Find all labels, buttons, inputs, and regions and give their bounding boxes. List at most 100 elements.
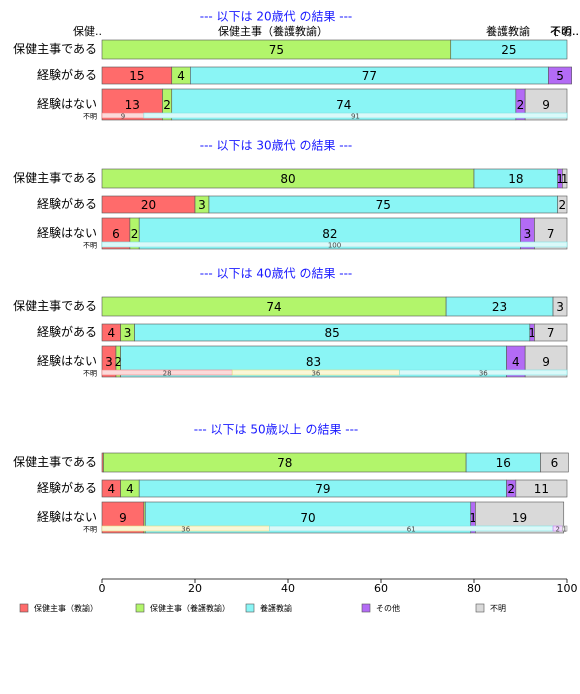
data-label: 7 <box>547 326 555 340</box>
data-label: 4 <box>107 482 115 496</box>
x-tick-label: 100 <box>557 582 578 595</box>
data-label: 19 <box>512 511 527 525</box>
data-label: 9 <box>542 98 550 112</box>
legend-label: 養護教諭 <box>260 603 292 613</box>
data-label: 11 <box>534 482 549 496</box>
data-label: 83 <box>306 355 321 369</box>
legend-swatch <box>135 603 145 613</box>
bar-segment <box>548 66 572 85</box>
dist-value-label: 36 <box>311 370 320 378</box>
row-label: 経験はない <box>37 96 97 111</box>
bar-segment <box>557 195 568 214</box>
header-label: 不明.. <box>550 25 579 38</box>
data-label: 75 <box>376 198 391 212</box>
data-label: 82 <box>322 227 337 241</box>
data-label: 4 <box>126 482 134 496</box>
data-label: 13 <box>125 98 140 112</box>
data-label: 1 <box>556 172 564 186</box>
data-label: 7 <box>547 227 555 241</box>
dist-value-label: 2 <box>555 526 559 534</box>
dist-label: 不明 <box>83 526 97 534</box>
dist-value-label: 9 <box>121 113 125 121</box>
dist-value-label: 28 <box>163 370 172 378</box>
data-label: 2 <box>163 98 171 112</box>
data-label: 4 <box>107 326 115 340</box>
legend-swatch <box>245 603 255 613</box>
row-label: 経験はない <box>37 353 97 368</box>
legend-swatch <box>19 603 29 613</box>
row-label: 経験がある <box>37 480 97 495</box>
panel-title: --- 以下は 20歳代 の結果 --- <box>200 10 353 24</box>
dist-label: 不明 <box>83 370 97 378</box>
bar-segment <box>534 323 568 342</box>
data-label: 2 <box>507 482 515 496</box>
data-label: 5 <box>556 69 564 83</box>
data-label: 75 <box>269 43 284 57</box>
data-label: 4 <box>512 355 520 369</box>
dist-value-label: 100 <box>328 242 341 250</box>
dist-value-label: 1 <box>562 526 566 534</box>
legend-label: 保健主事（養護教諭） <box>150 603 230 613</box>
data-label: 85 <box>325 326 340 340</box>
x-tick-label: 0 <box>99 582 106 595</box>
bar-segment <box>540 452 569 473</box>
dist-segment <box>562 525 568 532</box>
row-label: 経験がある <box>37 196 97 211</box>
data-label: 9 <box>542 355 550 369</box>
data-label: 74 <box>336 98 351 112</box>
row-label: 保健主事である <box>13 171 97 185</box>
header-label: 養護教諭 <box>486 24 530 38</box>
row-label: 経験がある <box>37 324 97 339</box>
row-label: 経験がある <box>37 67 97 82</box>
data-label: 80 <box>280 172 295 186</box>
legend-label: 保健主事（教諭） <box>34 603 98 613</box>
data-label: 9 <box>119 511 127 525</box>
dist-segment <box>143 112 568 119</box>
dist-value-label: 61 <box>407 526 416 534</box>
row-label: 保健主事である <box>13 299 97 313</box>
data-label: 2 <box>114 355 122 369</box>
data-label: 2 <box>517 98 525 112</box>
data-label: 77 <box>362 69 377 83</box>
row-label: 経験はない <box>37 225 97 240</box>
dist-label: 不明 <box>83 242 97 250</box>
data-label: 4 <box>177 69 185 83</box>
data-label: 70 <box>300 511 315 525</box>
panel-title: --- 以下は 40歳代 の結果 --- <box>200 267 353 281</box>
x-tick-label: 80 <box>467 582 481 595</box>
row-label: 経験はない <box>37 509 97 524</box>
data-label: 2 <box>559 198 567 212</box>
data-label: 3 <box>556 300 564 314</box>
data-label: 1 <box>561 172 569 186</box>
data-label: 2 <box>131 227 139 241</box>
data-label: 79 <box>315 482 330 496</box>
data-label: 3 <box>198 198 206 212</box>
data-label: 3 <box>124 326 132 340</box>
bar-segment <box>515 479 568 498</box>
data-label: 1 <box>469 511 477 525</box>
row-label: 保健主事である <box>13 455 97 469</box>
dist-value-label: 91 <box>351 113 360 121</box>
data-label: 78 <box>277 456 292 470</box>
data-label: 74 <box>266 300 281 314</box>
data-label: 23 <box>492 300 507 314</box>
x-tick-label: 60 <box>374 582 388 595</box>
dist-value-label: 36 <box>479 370 488 378</box>
bar-segment <box>450 39 568 60</box>
panel-title: --- 以下は 50歳以上 の結果 --- <box>194 423 359 437</box>
data-label: 3 <box>105 355 113 369</box>
dist-segment <box>399 369 568 376</box>
legend-label: その他 <box>376 603 400 613</box>
panel-title: --- 以下は 30歳代 の結果 --- <box>200 139 353 153</box>
data-label: 20 <box>141 198 156 212</box>
legend-swatch <box>361 603 371 613</box>
header-label: 保健.. <box>73 24 102 38</box>
header-label: その.. <box>550 25 579 38</box>
data-label: 15 <box>129 69 144 83</box>
dist-value-label: 36 <box>181 526 190 534</box>
x-tick-label: 20 <box>188 582 202 595</box>
legend-label: 不明 <box>490 604 506 613</box>
row-label: 保健主事である <box>13 42 97 56</box>
data-label: 25 <box>501 43 516 57</box>
